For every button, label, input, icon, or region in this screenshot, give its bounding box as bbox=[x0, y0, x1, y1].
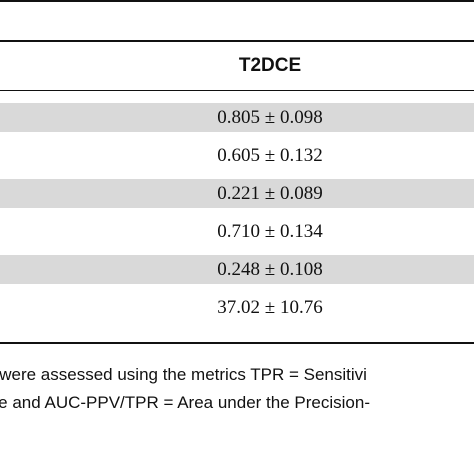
table-header-bottom-rule bbox=[0, 90, 474, 91]
table-row: 0.248 ± 0.108 bbox=[0, 255, 474, 284]
table-row: 0.710 ± 0.134 bbox=[0, 217, 474, 246]
table-row: 0.605 ± 0.132 bbox=[0, 141, 474, 170]
table-cell: 0.605 ± 0.132 bbox=[217, 145, 323, 166]
table-cell: 0.248 ± 0.108 bbox=[217, 259, 323, 280]
table-header-row: T2DCE bbox=[0, 42, 474, 90]
table-row: 0.221 ± 0.089 bbox=[0, 179, 474, 208]
table-cell: 0.710 ± 0.134 bbox=[217, 221, 323, 242]
table-body: 0.805 ± 0.098 0.605 ± 0.132 0.221 ± 0.08… bbox=[0, 103, 474, 331]
table-footnote-line-2: rve and AUC-PPV/TPR = Area under the Pre… bbox=[0, 393, 370, 412]
column-header-t2dce: T2DCE bbox=[238, 55, 302, 76]
table-header-top-rule bbox=[0, 40, 474, 42]
table-bottom-rule bbox=[0, 342, 474, 344]
table-row: 37.02 ± 10.76 bbox=[0, 293, 474, 322]
table-cell: 0.805 ± 0.098 bbox=[217, 107, 323, 128]
table-row: 0.805 ± 0.098 bbox=[0, 103, 474, 132]
table-cell: 37.02 ± 10.76 bbox=[217, 297, 323, 318]
table-footnote-line-1: x were assessed using the metrics TPR = … bbox=[0, 365, 367, 384]
table-cell: 0.221 ± 0.089 bbox=[217, 183, 323, 204]
table-top-rule bbox=[0, 0, 474, 2]
